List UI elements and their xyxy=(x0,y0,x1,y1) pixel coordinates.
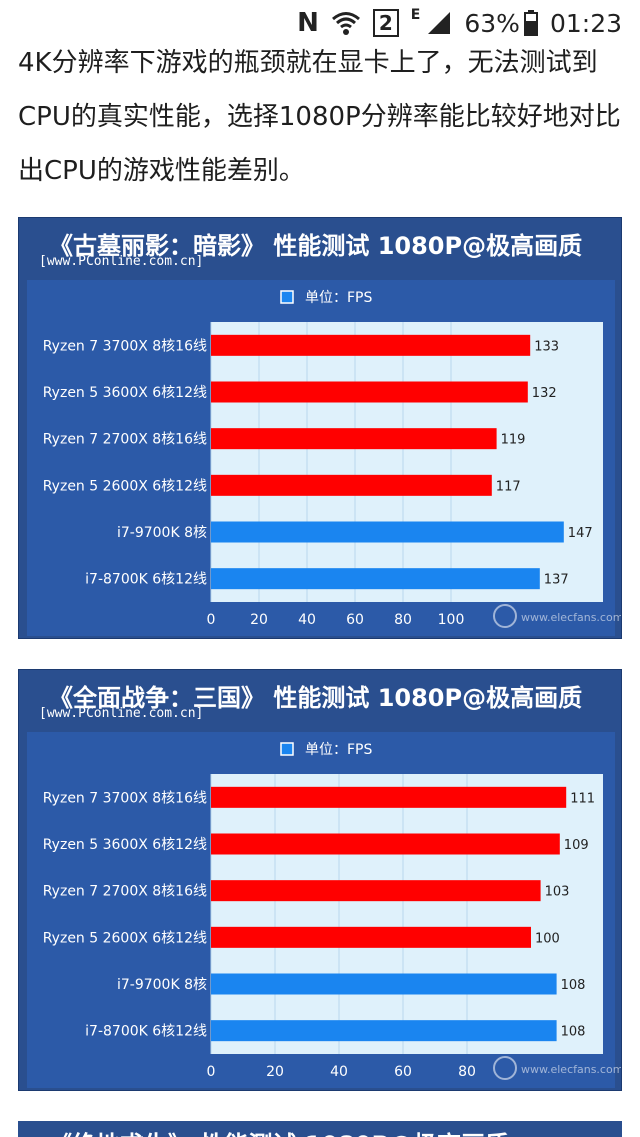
nfc-icon: N xyxy=(297,8,319,38)
data-label: 117 xyxy=(496,479,521,494)
wifi-icon xyxy=(331,10,361,36)
category-label: Ryzen 7 2700X 8核16线 xyxy=(43,884,207,900)
chart-card-pubg-partial[interactable]: 《绝地求生》 性能测试 1080P@极高画质 xyxy=(18,1121,622,1137)
category-label: Ryzen 5 2600X 6核12线 xyxy=(43,478,207,494)
data-label: 132 xyxy=(532,386,557,401)
data-label: 133 xyxy=(534,339,559,354)
tick-label: 80 xyxy=(458,1064,476,1080)
chart-source: [www.PConline.com.cn] xyxy=(39,706,204,721)
network-type: E xyxy=(410,7,421,23)
data-label: 109 xyxy=(564,838,589,853)
category-label: Ryzen 7 3700X 8核16线 xyxy=(43,338,207,354)
bar xyxy=(211,880,541,902)
category-label: i7-8700K 6核12线 xyxy=(85,1024,207,1040)
chart-card-total-war[interactable]: 单位：FPS 111 Ryzen 7 3700X 8核16线 109 Ryzen 5 3… xyxy=(18,669,622,1091)
chart-svg: 单位：FPS 111 Ryzen 7 3700X 8核16线 109 Ryzen 5 3… xyxy=(27,732,622,1088)
watermark-logo: www.elecfans.com xyxy=(493,604,622,628)
tick-label: 0 xyxy=(207,612,216,628)
bar xyxy=(211,786,567,808)
bar xyxy=(211,973,557,995)
bar xyxy=(211,474,492,496)
legend-label: 单位：FPS xyxy=(305,290,372,306)
chart-card-tomb-raider[interactable]: 单位：FPS 133 Ryzen 7 3700X 8核16线 132 Ryzen 5 3… xyxy=(18,217,622,639)
tick-label: 60 xyxy=(346,612,364,628)
legend-swatch xyxy=(280,742,294,756)
bar xyxy=(211,1020,557,1042)
tick-label: 40 xyxy=(298,612,316,628)
status-bar: N 2 E 63% 01:23 xyxy=(0,0,640,46)
legend-swatch xyxy=(280,290,294,304)
data-label: 100 xyxy=(535,931,560,946)
clock: 01:23 xyxy=(549,8,622,38)
tick-label: 20 xyxy=(266,1064,284,1080)
signal-icon xyxy=(426,10,452,36)
bar xyxy=(211,334,531,356)
tick-label: 0 xyxy=(207,1064,216,1080)
category-label: Ryzen 5 3600X 6核12线 xyxy=(43,837,207,853)
category-label: i7-9700K 8核 xyxy=(117,525,207,541)
chart-source: [www.PConline.com.cn] xyxy=(39,254,204,269)
tick-label: 80 xyxy=(394,612,412,628)
bar xyxy=(211,521,564,543)
bar xyxy=(211,926,531,948)
legend-label: 单位：FPS xyxy=(305,742,372,758)
tick-label: 60 xyxy=(394,1064,412,1080)
data-label: 111 xyxy=(570,791,595,806)
data-label: 119 xyxy=(501,433,526,448)
data-label: 103 xyxy=(545,885,570,900)
chart-title: 《古墓丽影：暗影》 性能测试 1080P@极高画质 xyxy=(49,232,583,260)
category-label: Ryzen 7 2700X 8核16线 xyxy=(43,432,207,448)
bar xyxy=(211,428,497,450)
watermark-logo: www.elecfans.com xyxy=(493,1056,622,1080)
chart-title: 《绝地求生》 性能测试 1080P@极高画质 xyxy=(48,1125,509,1137)
tick-label: 40 xyxy=(330,1064,348,1080)
bar xyxy=(211,568,540,590)
battery-percent: 63% xyxy=(464,8,520,38)
data-label: 108 xyxy=(561,1025,586,1040)
data-label: 108 xyxy=(561,978,586,993)
battery-icon xyxy=(523,10,538,36)
article-paragraph: 4K分辨率下游戏的瓶颈就在显卡上了，无法测试到CPU的真实性能，选择1080P分… xyxy=(18,48,621,186)
plot-area xyxy=(211,774,603,1054)
tick-label: 20 xyxy=(250,612,268,628)
category-label: Ryzen 5 3600X 6核12线 xyxy=(43,385,207,401)
tick-label: 100 xyxy=(438,612,465,628)
data-label: 137 xyxy=(544,573,569,588)
svg-text:www.elecfans.com: www.elecfans.com xyxy=(521,611,622,624)
chart-title: 《全面战争：三国》 性能测试 1080P@极高画质 xyxy=(49,684,583,712)
plot-area xyxy=(211,322,603,602)
category-label: Ryzen 7 3700X 8核16线 xyxy=(43,790,207,806)
category-label: i7-9700K 8核 xyxy=(117,977,207,993)
category-label: Ryzen 5 2600X 6核12线 xyxy=(43,930,207,946)
bar xyxy=(211,833,560,855)
sim-badge: 2 xyxy=(372,9,399,37)
bar xyxy=(211,381,528,403)
data-label: 147 xyxy=(568,526,593,541)
chart-svg: 单位：FPS 133 Ryzen 7 3700X 8核16线 132 Ryzen 5 3… xyxy=(27,280,622,636)
category-label: i7-8700K 6核12线 xyxy=(85,572,207,588)
svg-text:www.elecfans.com: www.elecfans.com xyxy=(521,1063,622,1076)
